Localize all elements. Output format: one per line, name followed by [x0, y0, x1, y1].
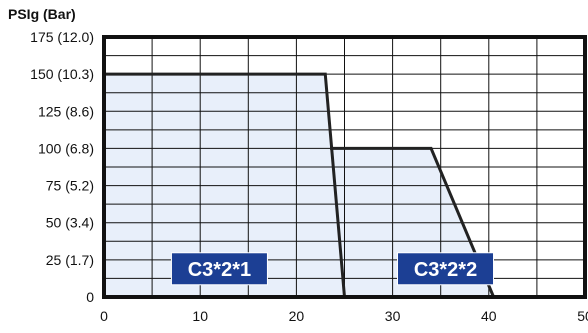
tick-label-layer: 0 25 (1.7) 50 (3.4) 75 (5.2) 100 (6.8) 125 (8… [30, 29, 588, 324]
region-label-box [170, 252, 268, 286]
x-tick-label: 20 [289, 308, 305, 324]
region-label-layer: C3*2*1 C3*2*2 [170, 252, 495, 286]
x-tick-label: 10 [192, 308, 208, 324]
y-tick-label: 0 [86, 289, 94, 305]
series-line-1 [104, 72, 346, 298]
y-tick-label: 150 (10.3) [30, 66, 94, 82]
series-line-2 [330, 146, 495, 298]
y-axis-title: PSIg (Bar) [8, 6, 76, 22]
plot-frame [102, 35, 587, 299]
frame-layer [102, 35, 587, 299]
x-tick-label: 40 [481, 308, 497, 324]
y-tick-label: 100 (6.8) [38, 140, 94, 156]
series-line-layer [104, 72, 495, 298]
grid-layer [104, 37, 585, 297]
region-label-box [397, 252, 495, 286]
region-label-2: C3*2*2 [397, 252, 495, 286]
x-tick-label: 50 [577, 308, 588, 324]
y-tick-label: 125 (8.6) [38, 103, 94, 119]
region-label-1: C3*2*1 [170, 252, 268, 286]
y-tick-label: 175 (12.0) [30, 29, 94, 45]
x-tick-label: 30 [385, 308, 401, 324]
region-label-text: C3*2*1 [188, 259, 251, 281]
region-label-text: C3*2*2 [414, 259, 477, 281]
y-tick-label: 75 (5.2) [46, 178, 94, 194]
y-tick-label: 50 (3.4) [46, 215, 94, 231]
x-tick-label: 0 [100, 308, 108, 324]
y-tick-label: 25 (1.7) [46, 252, 94, 268]
